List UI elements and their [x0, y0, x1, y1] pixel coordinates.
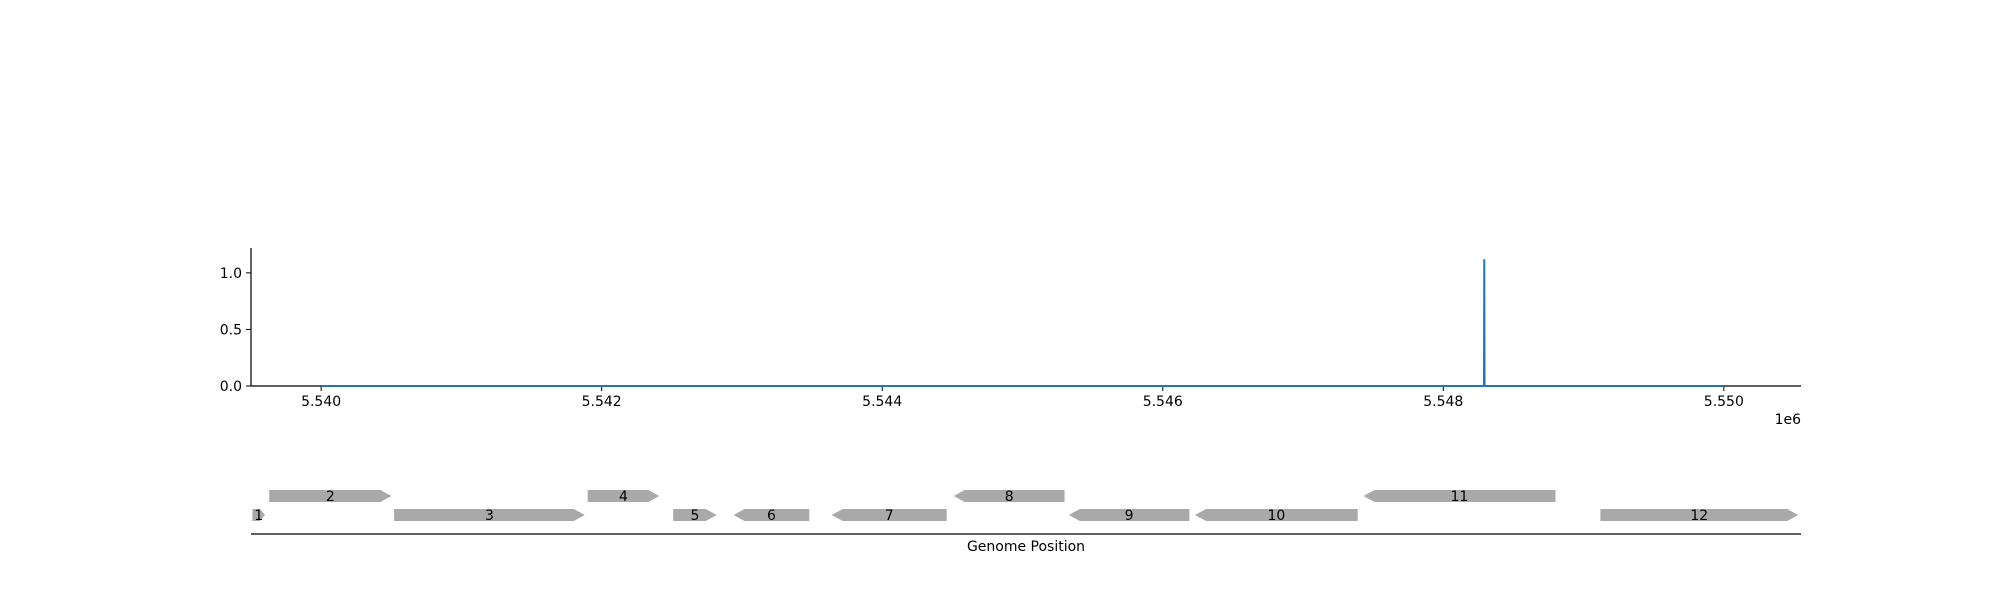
- x-tick-label: 5.550: [1704, 394, 1744, 410]
- gene-feature-6: [733, 509, 810, 521]
- gene-feature-5: [673, 509, 717, 521]
- gene-feature-label: 1: [254, 508, 263, 524]
- gene-feature-1: [252, 509, 265, 521]
- signal-plot: 0.0 0.5 1.0 5.540 5.542 5.544 5.546 5.548 5.550…: [220, 248, 1801, 428]
- y-tick-label: 1.0: [220, 266, 242, 282]
- gene-feature-label: 11: [1450, 489, 1468, 505]
- gene-feature-10: [1195, 509, 1358, 521]
- gene-feature-label: 4: [619, 489, 628, 505]
- x-tick-label: 5.542: [582, 394, 622, 410]
- gene-feature-label: 12: [1690, 508, 1708, 524]
- y-ticks: 0.0 0.5 1.0: [220, 266, 251, 395]
- y-tick-label: 0.5: [220, 322, 242, 338]
- gene-feature-3: [394, 509, 585, 521]
- x-ticks: 5.540 5.542 5.544 5.546 5.548 5.550: [301, 386, 1744, 410]
- gene-feature-8: [953, 490, 1065, 502]
- x-tick-label: 5.544: [862, 394, 902, 410]
- gene-feature-label: 6: [767, 508, 776, 524]
- gene-feature-label: 10: [1267, 508, 1285, 524]
- x-tick-label: 5.546: [1143, 394, 1183, 410]
- gene-feature-11: [1363, 490, 1556, 502]
- gene-feature-7: [831, 509, 947, 521]
- gene-feature-label: 5: [691, 508, 700, 524]
- y-tick-label: 0.0: [220, 379, 242, 395]
- gene-feature-12: [1600, 509, 1799, 521]
- gene-feature-label: 9: [1125, 508, 1134, 524]
- x-axis-label: Genome Position: [967, 539, 1085, 555]
- gene-feature-label: 7: [885, 508, 894, 524]
- gene-feature-4: [587, 490, 660, 502]
- x-tick-label: 5.540: [301, 394, 341, 410]
- gene-feature-label: 2: [326, 489, 335, 505]
- gene-feature-label: 8: [1005, 489, 1014, 505]
- signal-line: [321, 259, 1724, 387]
- gene-feature-2: [269, 490, 392, 502]
- gene-feature-label: 3: [485, 508, 494, 524]
- x-tick-label: 5.548: [1423, 394, 1463, 410]
- x-offset-label: 1e6: [1775, 412, 1802, 428]
- gene-feature-9: [1068, 509, 1190, 521]
